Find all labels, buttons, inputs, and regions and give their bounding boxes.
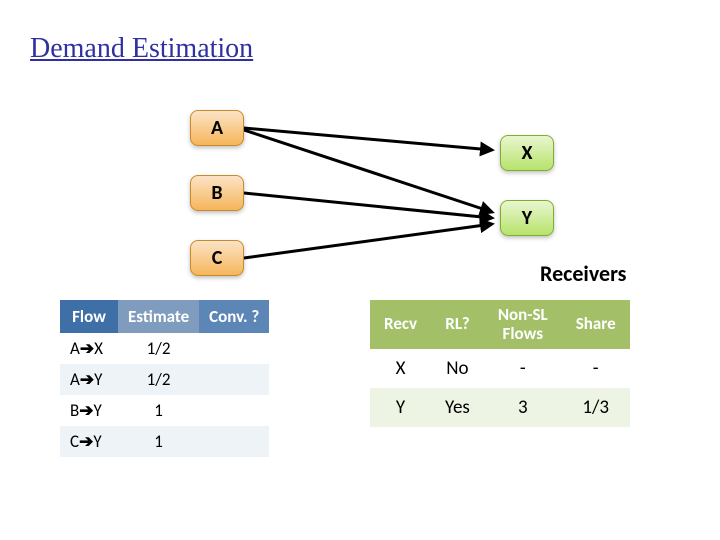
flow-cell-conv [199, 333, 269, 364]
flow-row: A➔X1/2 [60, 333, 269, 364]
flow-cell-conv [199, 395, 269, 426]
recv-cell-rl: No [431, 349, 484, 388]
flow-row: C➔Y1 [60, 426, 269, 457]
edge-c-y [244, 224, 492, 258]
receivers-heading: Receivers [540, 260, 626, 287]
edge-b-y [244, 193, 492, 218]
receivers-table: Recv RL? Non-SLFlows Share XNo--YYes31/3 [370, 300, 630, 427]
flow-table-header-flow: Flow [60, 300, 118, 333]
recv-header-share: Share [562, 300, 630, 349]
flow-cell-conv [199, 426, 269, 457]
recv-cell-share: - [562, 349, 630, 388]
recv-cell-share: 1/3 [562, 388, 630, 427]
flow-row: A➔Y1/2 [60, 364, 269, 395]
recv-cell-rl: Yes [431, 388, 484, 427]
flow-table-header-conv: Conv. ? [199, 300, 269, 333]
node-c: C [190, 240, 244, 276]
edge-a-y [244, 130, 492, 212]
arrow-icon: ➔ [80, 338, 94, 359]
flow-cell-pair: A➔Y [60, 364, 118, 395]
recv-cell-recv: Y [370, 388, 431, 427]
recv-row: XNo-- [370, 349, 630, 388]
arrow-icon: ➔ [79, 431, 93, 452]
flow-cell-estimate: 1/2 [118, 333, 199, 364]
flow-cell-pair: A➔X [60, 333, 118, 364]
flow-table-body: A➔X1/2A➔Y1/2B➔Y1C➔Y1 [60, 333, 269, 457]
node-b: B [190, 175, 244, 211]
node-a: A [190, 110, 244, 146]
arrow-icon: ➔ [79, 400, 93, 421]
edge-a-x [244, 128, 492, 150]
recv-cell-nonsl: 3 [484, 388, 562, 427]
flow-cell-estimate: 1/2 [118, 364, 199, 395]
slide-title: Demand Estimation [30, 33, 253, 65]
recv-row: YYes31/3 [370, 388, 630, 427]
flow-table: Flow Estimate Conv. ? A➔X1/2A➔Y1/2B➔Y1C➔… [60, 300, 269, 457]
recv-header-nonsl: Non-SLFlows [484, 300, 562, 349]
recv-header-recv: Recv [370, 300, 431, 349]
flow-cell-pair: C➔Y [60, 426, 118, 457]
node-x: X [500, 135, 554, 171]
recv-cell-nonsl: - [484, 349, 562, 388]
recv-header-rl: RL? [431, 300, 484, 349]
flow-cell-estimate: 1 [118, 426, 199, 457]
node-y: Y [500, 200, 554, 236]
flow-cell-conv [199, 364, 269, 395]
recv-table-body: XNo--YYes31/3 [370, 349, 630, 427]
flow-cell-pair: B➔Y [60, 395, 118, 426]
arrow-icon: ➔ [80, 369, 94, 390]
recv-cell-recv: X [370, 349, 431, 388]
flow-table-header-estimate: Estimate [118, 300, 199, 333]
flow-row: B➔Y1 [60, 395, 269, 426]
flow-diagram: ABC XY [130, 100, 570, 290]
flow-cell-estimate: 1 [118, 395, 199, 426]
